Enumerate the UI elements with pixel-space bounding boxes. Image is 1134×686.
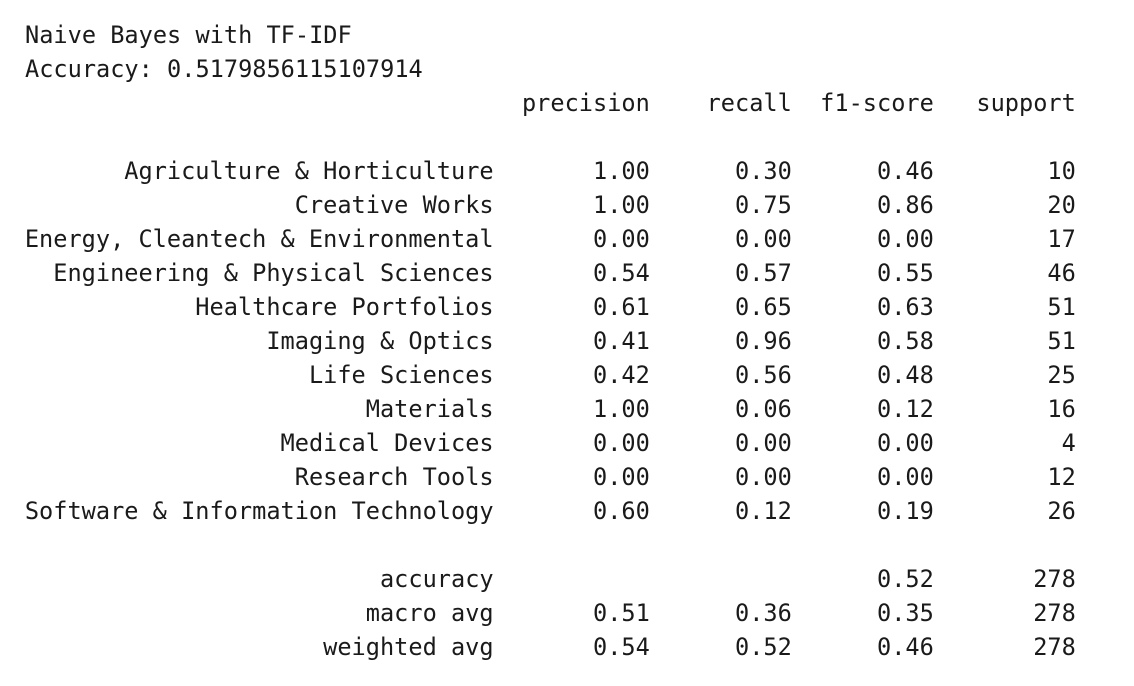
metric-value: 25 xyxy=(1047,361,1076,389)
metric-value: 1.00 xyxy=(592,191,650,219)
row-label: Medical Devices xyxy=(280,429,494,457)
row-label: Energy, Cleantech & Environmental xyxy=(24,225,494,253)
metric-value: 0.56 xyxy=(734,361,792,389)
column-header: recall xyxy=(706,89,792,117)
metric-value: 278 xyxy=(1033,633,1076,661)
metric-value: 51 xyxy=(1047,327,1076,355)
metric-value: 0.61 xyxy=(592,293,650,321)
metric-value: 4 xyxy=(1061,429,1076,457)
metric-value: 0.00 xyxy=(876,429,934,457)
metric-value: 0.52 xyxy=(734,633,792,661)
row-label: Agriculture & Horticulture xyxy=(124,157,494,185)
metric-value: 12 xyxy=(1047,463,1076,491)
metric-value: 0.00 xyxy=(592,225,650,253)
metric-value: 0.58 xyxy=(876,327,934,355)
metric-value: 0.60 xyxy=(592,497,650,525)
metric-value: 0.00 xyxy=(592,429,650,457)
metric-value: 0.46 xyxy=(876,157,934,185)
metric-value: 0.54 xyxy=(592,633,650,661)
metric-value: 278 xyxy=(1033,565,1076,593)
metric-value: 51 xyxy=(1047,293,1076,321)
metric-value: 20 xyxy=(1047,191,1076,219)
row-label: Imaging & Optics xyxy=(266,327,494,355)
classification-report: Naive Bayes with TF-IDF Accuracy: 0.5179… xyxy=(25,0,1125,686)
metric-value: 0.75 xyxy=(734,191,792,219)
metric-value: 0.54 xyxy=(592,259,650,287)
metric-value: 0.48 xyxy=(876,361,934,389)
metric-value: 0.00 xyxy=(592,463,650,491)
metric-value: 0.52 xyxy=(876,565,934,593)
metric-value: 0.46 xyxy=(876,633,934,661)
metric-value: 278 xyxy=(1033,599,1076,627)
metric-value: 0.63 xyxy=(876,293,934,321)
metric-value: 1.00 xyxy=(592,395,650,423)
metric-value: 0.57 xyxy=(734,259,792,287)
metric-value: 0.30 xyxy=(734,157,792,185)
report-title: Naive Bayes with TF-IDF xyxy=(25,21,352,49)
row-label: Life Sciences xyxy=(308,361,494,389)
metric-value: 0.51 xyxy=(592,599,650,627)
column-header: f1-score xyxy=(820,89,934,117)
row-label: accuracy xyxy=(379,565,494,593)
metric-value: 0.00 xyxy=(734,463,792,491)
metric-value: 26 xyxy=(1047,497,1076,525)
metric-value: 0.41 xyxy=(592,327,650,355)
metric-value: 0.35 xyxy=(876,599,934,627)
row-label: macro avg xyxy=(365,599,494,627)
row-label: Materials xyxy=(365,395,494,423)
metric-value: 0.12 xyxy=(876,395,934,423)
row-label: Healthcare Portfolios xyxy=(195,293,494,321)
row-label: Creative Works xyxy=(294,191,494,219)
metric-value: 16 xyxy=(1047,395,1076,423)
accuracy-line: Accuracy: 0.5179856115107914 xyxy=(25,55,423,83)
metric-value: 10 xyxy=(1047,157,1076,185)
metric-value: 0.00 xyxy=(876,225,934,253)
metric-value: 17 xyxy=(1047,225,1076,253)
metric-value: 0.42 xyxy=(592,361,650,389)
metric-value: 0.19 xyxy=(876,497,934,525)
column-header: precision xyxy=(521,89,650,117)
metric-value: 0.96 xyxy=(734,327,792,355)
metric-value: 0.12 xyxy=(734,497,792,525)
metric-value: 0.65 xyxy=(734,293,792,321)
metric-value: 0.06 xyxy=(734,395,792,423)
row-label: Software & Information Technology xyxy=(24,497,494,525)
column-header: support xyxy=(976,89,1076,117)
metric-value: 0.00 xyxy=(734,225,792,253)
row-label: Engineering & Physical Sciences xyxy=(53,259,494,287)
metric-value: 0.36 xyxy=(734,599,792,627)
metric-value: 0.00 xyxy=(734,429,792,457)
row-label: Research Tools xyxy=(294,463,494,491)
metric-value: 0.55 xyxy=(876,259,934,287)
metric-value: 0.86 xyxy=(876,191,934,219)
metric-value: 46 xyxy=(1047,259,1076,287)
row-label: weighted avg xyxy=(323,633,494,661)
metric-value: 0.00 xyxy=(876,463,934,491)
metric-value: 1.00 xyxy=(592,157,650,185)
